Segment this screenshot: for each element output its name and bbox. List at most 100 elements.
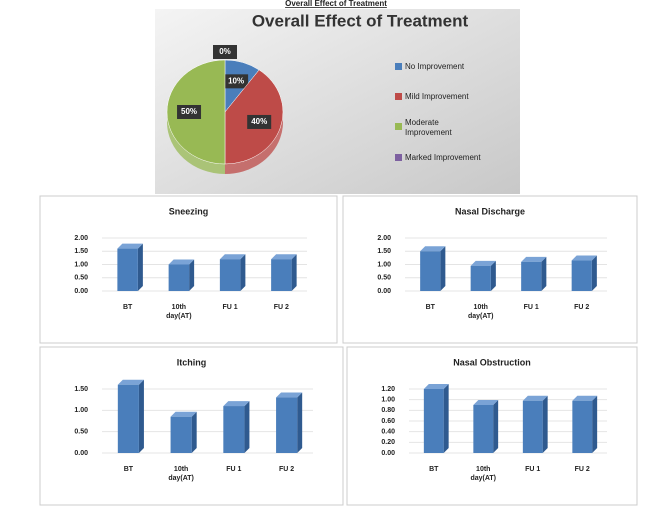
bar xyxy=(168,264,190,291)
y-tick-label: 0.40 xyxy=(381,429,395,436)
bar xyxy=(470,265,491,291)
y-tick-label: 1.20 xyxy=(381,386,395,393)
bar-side xyxy=(440,246,446,291)
bar-side xyxy=(291,254,297,291)
y-tick-label: 2.00 xyxy=(377,235,391,242)
bar xyxy=(276,397,298,453)
y-tick-label: 1.00 xyxy=(381,397,395,404)
x-tick-label: BT xyxy=(429,466,439,473)
label-box xyxy=(247,114,272,129)
bar-top xyxy=(420,246,446,252)
legend-swatch xyxy=(395,154,402,161)
bar xyxy=(522,400,543,453)
y-tick-label: 0.00 xyxy=(381,450,395,457)
x-tick-label: FU 2 xyxy=(574,304,589,311)
bar-side xyxy=(138,379,144,453)
data-label: 0% xyxy=(219,47,231,56)
label-box xyxy=(177,105,202,119)
y-tick-label: 1.50 xyxy=(377,248,391,255)
bar xyxy=(219,259,241,291)
bar-top xyxy=(571,255,597,261)
x-tick-label: BT xyxy=(124,466,134,473)
legend-swatch xyxy=(395,63,402,70)
bar xyxy=(223,406,245,453)
chart-title: Itching xyxy=(177,357,207,367)
x-tick-label: FU 2 xyxy=(279,466,294,473)
bar-side xyxy=(244,401,250,453)
bar-side xyxy=(542,395,548,453)
x-tick-label: BT xyxy=(123,304,133,311)
bar-side xyxy=(490,260,496,291)
x-tick-label: FU 1 xyxy=(524,304,539,311)
bar xyxy=(271,259,292,291)
bar-side xyxy=(137,243,143,291)
label-box xyxy=(224,74,249,89)
legend-swatch xyxy=(395,123,402,130)
y-tick-label: 0.20 xyxy=(381,439,395,446)
bar-side xyxy=(541,256,547,291)
bar xyxy=(117,384,139,453)
legend-label: Mild Improvement xyxy=(405,92,469,101)
bar-side xyxy=(189,259,195,291)
y-tick-label: 0.50 xyxy=(74,429,88,436)
bar-top xyxy=(572,395,598,401)
y-tick-label: 1.00 xyxy=(377,261,391,268)
bar-side xyxy=(493,400,499,453)
legend-label: Marked Improvement xyxy=(405,153,481,162)
data-label: 50% xyxy=(181,107,197,116)
x-tick-label: FU 1 xyxy=(525,466,540,473)
bar xyxy=(521,261,542,291)
x-tick-label: 10th day(AT) xyxy=(468,304,494,320)
y-tick-label: 0.50 xyxy=(377,275,391,282)
y-tick-label: 1.00 xyxy=(74,407,88,414)
y-tick-label: 0.00 xyxy=(74,288,88,295)
x-tick-label: 10th day(AT) xyxy=(166,304,192,320)
bar-top xyxy=(271,254,297,260)
bar-top xyxy=(522,395,548,401)
data-label: 40% xyxy=(251,117,267,126)
x-tick-label: 10th day(AT) xyxy=(470,466,496,482)
y-tick-label: 0.50 xyxy=(74,275,88,282)
data-label: 10% xyxy=(228,76,244,85)
bar-side xyxy=(297,392,303,453)
bar-top xyxy=(223,401,250,407)
bar xyxy=(473,405,494,453)
bar-side xyxy=(591,255,597,291)
y-tick-label: 0.00 xyxy=(377,288,391,295)
y-tick-label: 0.60 xyxy=(381,418,395,425)
heading: Overall Effect of Treatment xyxy=(285,0,387,8)
bar-top xyxy=(168,259,195,265)
x-tick-label: FU 1 xyxy=(226,466,241,473)
bar-top xyxy=(219,254,246,260)
x-tick-label: 10th day(AT) xyxy=(168,466,194,482)
bar xyxy=(170,416,192,453)
x-tick-label: FU 2 xyxy=(575,466,590,473)
chart-title: Nasal Discharge xyxy=(455,206,525,216)
legend-label: Moderate Improvement xyxy=(405,118,452,137)
bar-top xyxy=(117,379,144,385)
x-tick-label: FU 2 xyxy=(274,304,289,311)
bar-side xyxy=(191,411,197,453)
bar xyxy=(571,260,592,291)
bar xyxy=(423,389,444,453)
y-tick-label: 0.00 xyxy=(74,450,88,457)
y-tick-label: 0.80 xyxy=(381,407,395,414)
bar-top xyxy=(473,400,499,405)
bar-top xyxy=(423,384,449,389)
bar-side xyxy=(240,254,246,291)
legend-label: No Improvement xyxy=(405,62,465,71)
label-box xyxy=(213,45,237,59)
bar-top xyxy=(470,260,496,266)
bar-top xyxy=(276,392,303,398)
legend-swatch xyxy=(395,93,402,100)
chart-title: Sneezing xyxy=(169,206,209,216)
bar-top xyxy=(117,243,143,249)
bar xyxy=(572,400,593,453)
bar xyxy=(420,251,441,291)
bar xyxy=(117,248,138,291)
bar-top xyxy=(170,411,197,417)
x-tick-label: BT xyxy=(426,304,436,311)
chart-title: Nasal Obstruction xyxy=(453,357,531,367)
